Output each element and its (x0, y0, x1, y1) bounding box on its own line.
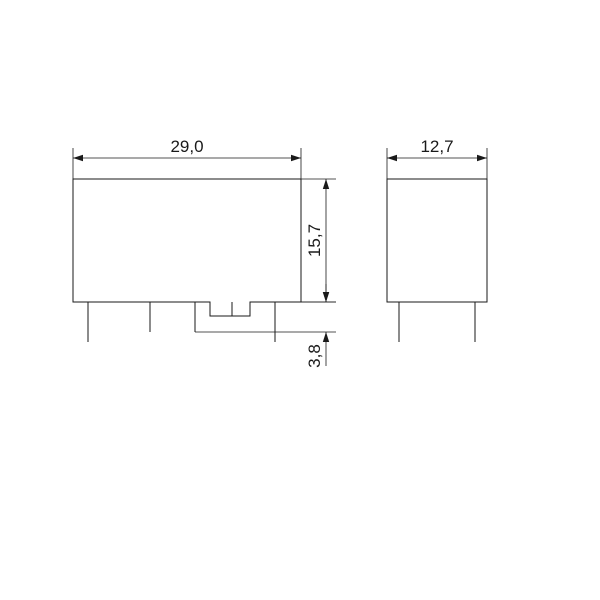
dim-side-width: 12,7 (420, 137, 453, 156)
dim-front-height: 15,7 (305, 224, 324, 257)
dim-pin-length: 3,8 (305, 344, 324, 368)
front-body (73, 179, 301, 316)
technical-drawing: 29,0 15,7 3,8 12,7 (0, 0, 600, 600)
dim-front-width: 29,0 (170, 137, 203, 156)
side-body (387, 179, 487, 302)
